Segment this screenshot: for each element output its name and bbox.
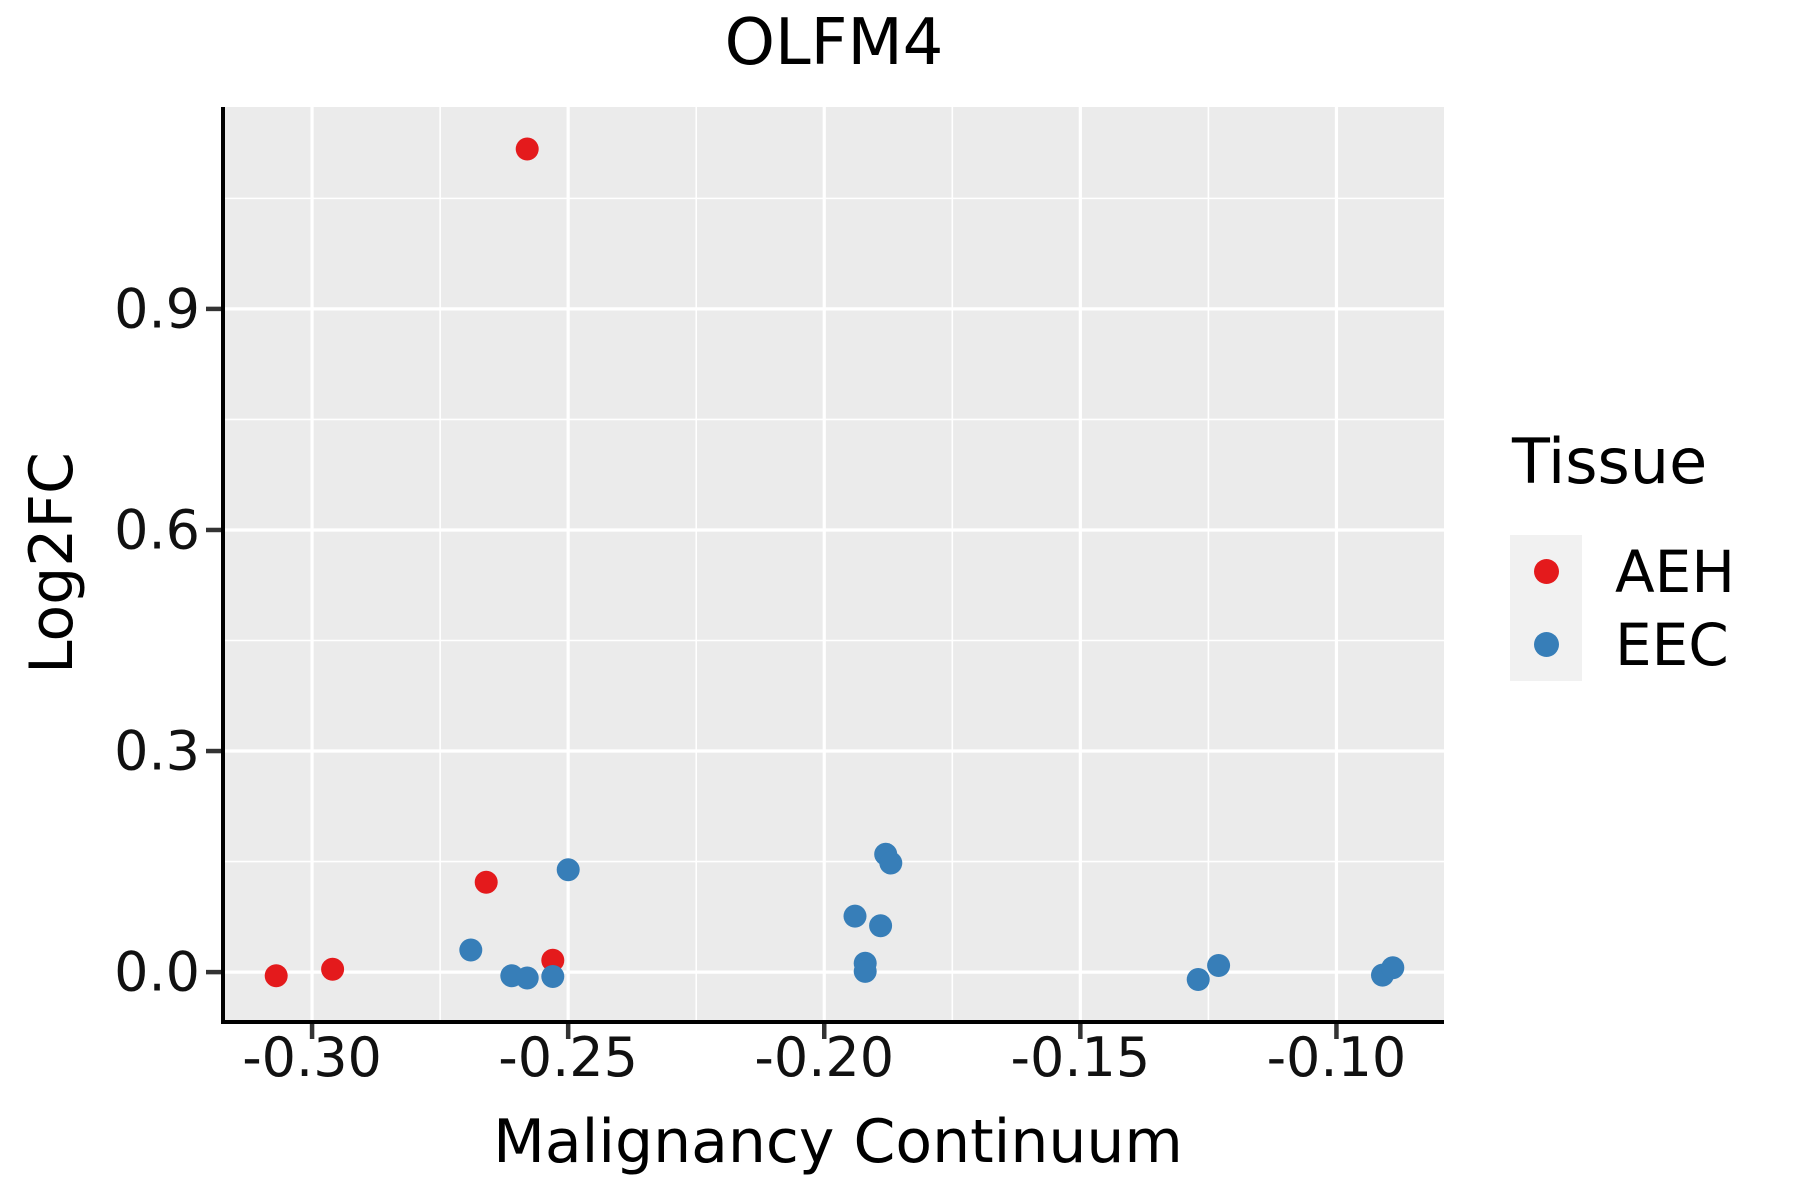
y-tick-label: 0.6 bbox=[114, 498, 200, 562]
x-tick-label: -0.15 bbox=[1010, 1026, 1151, 1089]
y-axis-title: Log2FC bbox=[17, 452, 87, 674]
x-axis-title: Malignancy Continuum bbox=[493, 1107, 1183, 1177]
data-point-eec bbox=[541, 965, 565, 988]
x-tick-label: -0.25 bbox=[498, 1026, 639, 1089]
data-point-eec bbox=[853, 959, 877, 983]
legend-title: Tissue bbox=[1512, 425, 1708, 498]
eec-dot-icon bbox=[1533, 632, 1559, 658]
plot-panel-background bbox=[225, 107, 1444, 1020]
data-point-eec bbox=[459, 938, 483, 962]
legend-key-aeh bbox=[1510, 535, 1582, 609]
x-tick-label: -0.30 bbox=[242, 1026, 382, 1089]
legend-key-eec bbox=[1510, 608, 1582, 682]
chart-title: OLFM4 bbox=[724, 6, 944, 80]
data-point-aeh bbox=[515, 137, 539, 161]
data-point-eec bbox=[869, 914, 893, 938]
data-point-eec bbox=[843, 904, 867, 928]
y-tick-label: 0.3 bbox=[114, 719, 200, 783]
data-point-eec bbox=[1186, 968, 1210, 991]
legend-label-aeh: AEH bbox=[1615, 537, 1735, 606]
x-tick-label: -0.20 bbox=[754, 1026, 895, 1089]
data-point-aeh bbox=[541, 948, 565, 972]
data-point-aeh bbox=[264, 964, 288, 988]
legend-item-aeh: AEH bbox=[1510, 535, 1735, 609]
data-point-eec bbox=[556, 858, 580, 882]
data-point-eec bbox=[1381, 956, 1405, 980]
data-point-eec bbox=[1207, 954, 1231, 977]
x-tick-label: -0.10 bbox=[1266, 1026, 1407, 1089]
legend: Tissue AEH EEC bbox=[1510, 425, 1735, 682]
legend-item-eec: EEC bbox=[1510, 608, 1735, 682]
y-tick-label: 0.9 bbox=[114, 277, 200, 341]
data-point-eec bbox=[515, 966, 539, 990]
legend-label-eec: EEC bbox=[1615, 610, 1729, 679]
data-point-eec bbox=[879, 851, 903, 875]
y-tick-label: 0.0 bbox=[114, 940, 200, 1004]
data-point-aeh bbox=[321, 957, 345, 981]
aeh-dot-icon bbox=[1533, 559, 1559, 585]
data-point-aeh bbox=[474, 870, 498, 894]
